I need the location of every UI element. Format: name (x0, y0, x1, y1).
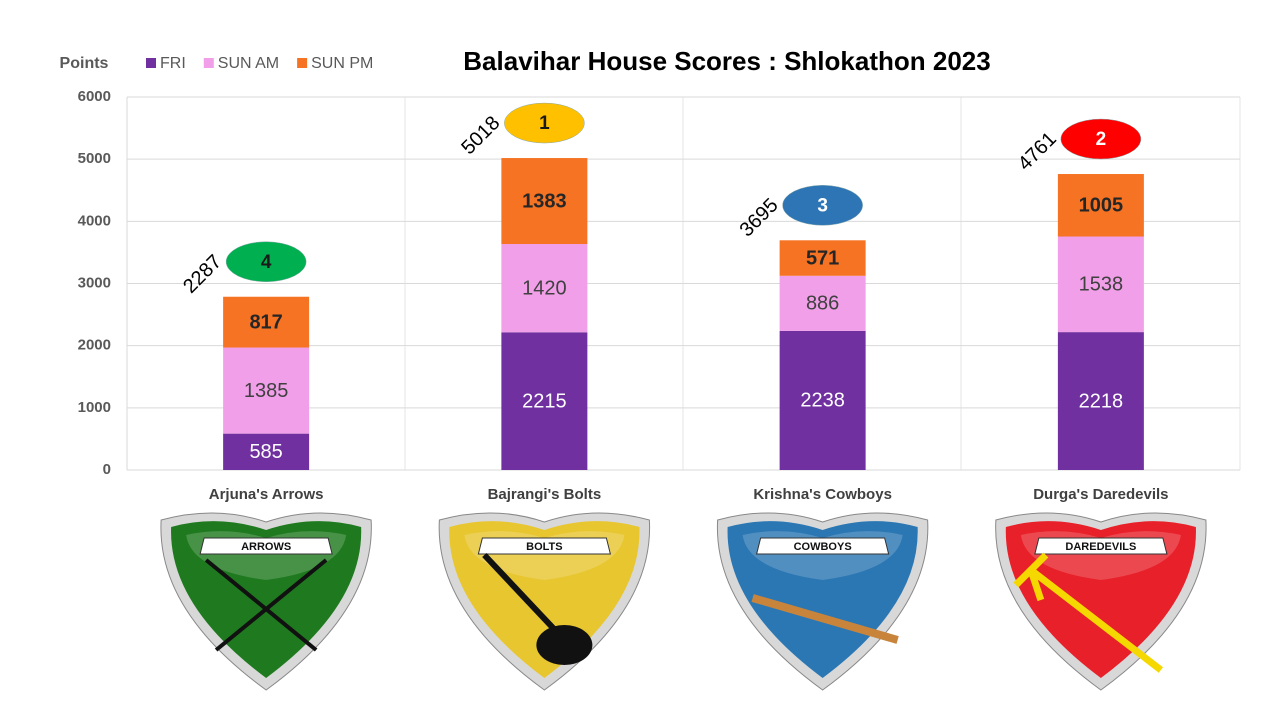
rank-label: 1 (539, 113, 550, 134)
mace-head (536, 625, 593, 665)
shield (449, 521, 640, 678)
emblem: COWBOYS (716, 512, 929, 691)
rank-label: 3 (817, 195, 828, 216)
data-label: 1005 (1079, 195, 1124, 217)
shield (727, 521, 918, 678)
legend-swatch (146, 58, 156, 68)
legend-label: SUN PM (311, 55, 373, 72)
y-tick-label: 6000 (78, 88, 111, 105)
x-tick-label: Arjuna's Arrows (209, 486, 324, 503)
y-tick-label: 5000 (78, 150, 111, 167)
trident (1013, 552, 1164, 673)
emblem-label: BOLTS (526, 541, 562, 553)
x-tick-label: Durga's Daredevils (1033, 486, 1168, 503)
emblem: BOLTS (438, 512, 651, 691)
arrow (214, 558, 328, 652)
rank-label: 4 (261, 252, 272, 273)
y-tick-label: 4000 (78, 212, 111, 229)
arrow (204, 558, 318, 652)
banner (1034, 537, 1168, 555)
rank-label: 2 (1096, 129, 1107, 150)
shield (171, 521, 362, 678)
emblem-label: COWBOYS (794, 541, 852, 553)
emblem-label: DAREDEVILS (1065, 541, 1136, 553)
emblem-label: ARROWS (241, 541, 291, 553)
chart-title: Balavihar House Scores : Shlokathon 2023 (463, 46, 990, 76)
legend-label: SUN AM (218, 55, 279, 72)
y-axis-label: Points (60, 55, 109, 72)
data-label: 2215 (522, 390, 567, 412)
bar-segment (223, 433, 310, 470)
bar-segment (501, 158, 588, 245)
data-label: 2238 (800, 390, 845, 412)
x-tick-label: Krishna's Cowboys (753, 486, 892, 503)
rank-badge (782, 185, 863, 226)
data-label: 1538 (1079, 274, 1124, 296)
bar-segment (1057, 174, 1144, 237)
bar-segment (501, 244, 588, 333)
bar-segment (779, 330, 866, 470)
emblem: ARROWS (160, 512, 372, 691)
y-tick-label: 1000 (78, 399, 111, 416)
banner (477, 537, 612, 555)
bar-segment (779, 275, 866, 331)
bar-segment (223, 347, 310, 434)
bar-segment (501, 332, 588, 470)
banner (755, 537, 890, 555)
emblem: DAREDEVILS (995, 512, 1207, 691)
rank-badge (225, 241, 307, 282)
bar-segment (223, 296, 310, 348)
legend-label: FRI (160, 55, 186, 72)
data-label: 886 (806, 293, 839, 315)
y-tick-label: 3000 (78, 274, 111, 291)
shield (1005, 521, 1196, 678)
legend-swatch (203, 58, 214, 68)
mace-handle (482, 552, 567, 643)
rank-badge (1060, 118, 1142, 160)
banner (199, 537, 333, 555)
data-label: 571 (806, 247, 839, 269)
data-label: 1420 (522, 277, 567, 299)
data-label: 1385 (244, 380, 289, 402)
data-label: 1383 (522, 190, 567, 212)
data-label: 2218 (1079, 390, 1124, 412)
rank-badge (504, 102, 585, 144)
y-tick-label: 2000 (78, 337, 111, 354)
bar-segment (779, 240, 866, 276)
bar-segment (1057, 332, 1144, 470)
bar-segment (1057, 236, 1144, 333)
y-tick-label: 0 (103, 461, 111, 478)
data-label: 817 (249, 311, 282, 333)
flute (751, 594, 899, 644)
x-tick-label: Bajrangi's Bolts (488, 486, 602, 503)
legend-swatch (297, 58, 308, 68)
data-label: 585 (249, 441, 282, 463)
